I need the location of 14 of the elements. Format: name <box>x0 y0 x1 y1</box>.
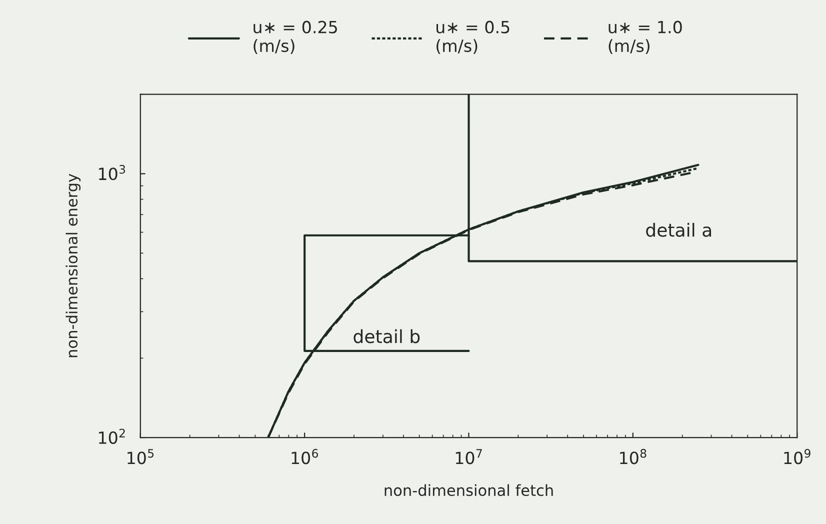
x-tick-label: 10$^{9}$ <box>784 448 810 464</box>
legend-label: u∗ = 1.0 (m/s) <box>608 20 682 54</box>
x-axis-title: non-dimensional fetch <box>384 484 553 496</box>
x-tick-label: 10$^{6}$ <box>292 448 318 464</box>
annotation: detail a <box>646 222 712 237</box>
y-tick-label: 10$^{3}$ <box>99 164 126 180</box>
x-tick-label: 10$^{5}$ <box>128 449 154 464</box>
y-tick-label: 10$^{2}$ <box>99 428 125 444</box>
legend-label: u∗ = 0.25 (m/s) <box>254 20 337 54</box>
x-tick-label: 10$^{7}$ <box>456 449 482 464</box>
y-axis-title: non-dimensional energy <box>66 174 81 358</box>
legend-label: u∗ = 0.5 (m/s) <box>436 20 510 54</box>
annotation: detail b <box>354 329 420 344</box>
x-tick-label: 10$^{8}$ <box>620 448 646 464</box>
